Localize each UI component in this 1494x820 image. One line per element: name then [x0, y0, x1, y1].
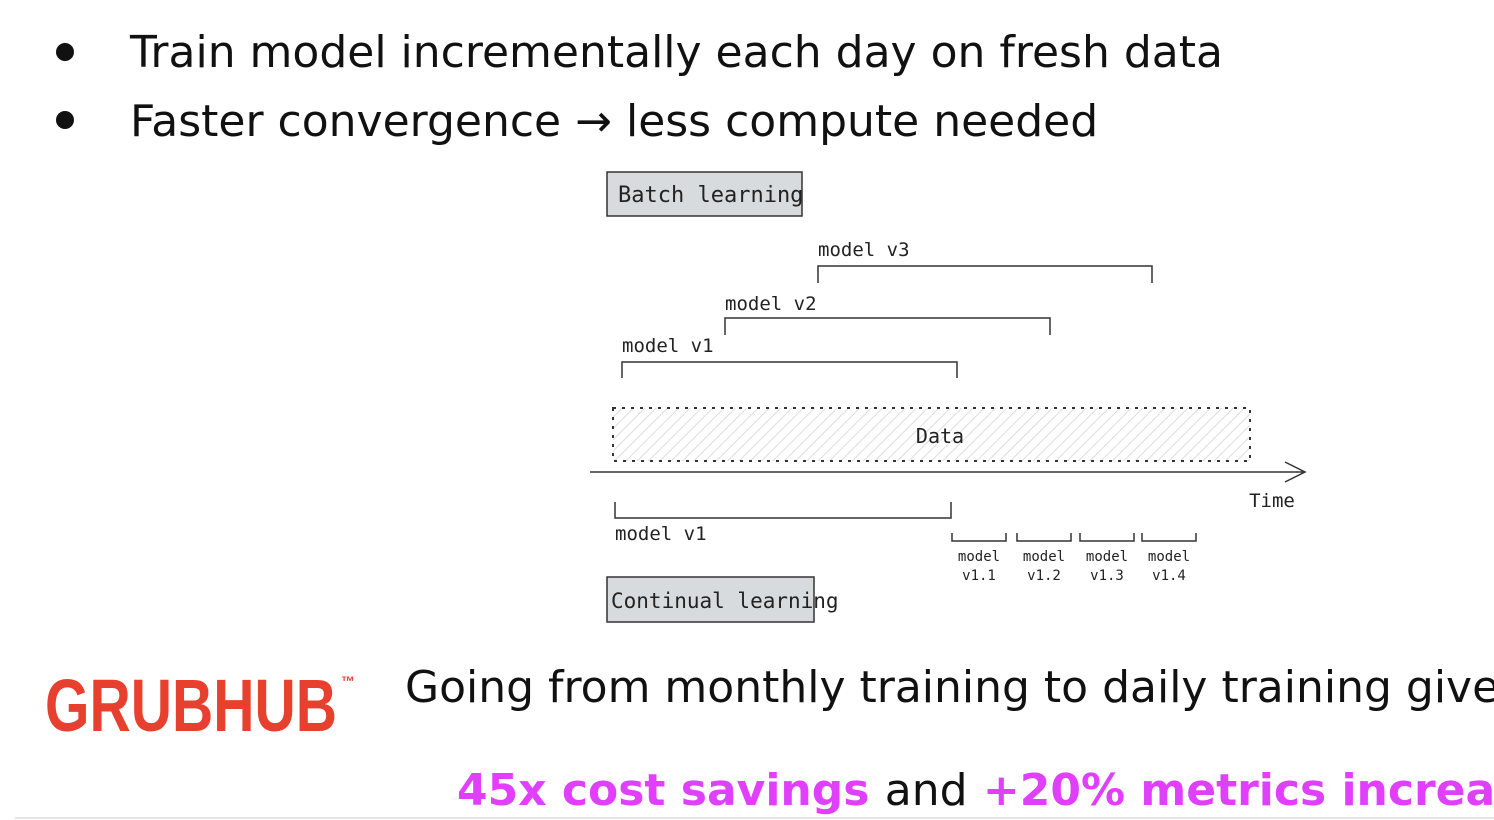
- bullet-dot: [56, 111, 74, 129]
- update-name: model: [958, 549, 1000, 565]
- continual-box: [606, 576, 815, 623]
- continual-label: Continual learning: [611, 589, 839, 613]
- data-block: [612, 407, 1251, 462]
- time-label: Time: [1249, 490, 1295, 512]
- result: 45x cost savings and +20% metrics increa…: [457, 765, 1494, 816]
- bullet-dot: [56, 43, 74, 61]
- update-version: v1.4: [1152, 568, 1186, 584]
- time-arrow: [590, 461, 1307, 483]
- bracket: [1079, 533, 1135, 542]
- model-label: model v1: [615, 523, 707, 545]
- bracket: [1141, 533, 1197, 542]
- bullet-text: Faster convergence → less compute needed: [130, 96, 1098, 147]
- update-version: v1.2: [1027, 568, 1061, 584]
- bullet-text: Train model incrementally each day on fr…: [129, 27, 1223, 78]
- model-label: model v1: [622, 335, 714, 357]
- update-version: v1.3: [1090, 568, 1124, 584]
- result-highlight: +20% metrics increase: [983, 765, 1494, 816]
- update-name: model: [1148, 549, 1190, 565]
- bracket: [614, 502, 952, 519]
- data-label: Data: [916, 424, 964, 448]
- update-version: v1.1: [962, 568, 996, 584]
- update-name: model: [1086, 549, 1128, 565]
- result-joiner: and: [885, 765, 968, 816]
- bracket: [1016, 533, 1072, 542]
- logo: GRUBHUB: [45, 664, 337, 747]
- bracket: [951, 533, 1007, 542]
- result-highlight: 45x cost savings: [457, 765, 869, 816]
- update-name: model: [1023, 549, 1065, 565]
- statement: Going from monthly training to daily tra…: [405, 662, 1494, 713]
- batch-label: Batch learning: [618, 183, 803, 208]
- batch-box: [606, 171, 803, 217]
- model-label: model v2: [725, 293, 817, 315]
- bracket: [621, 361, 958, 378]
- bracket: [817, 265, 1153, 283]
- trademark: ™: [341, 673, 355, 689]
- model-label: model v3: [818, 239, 910, 261]
- bracket: [724, 317, 1051, 335]
